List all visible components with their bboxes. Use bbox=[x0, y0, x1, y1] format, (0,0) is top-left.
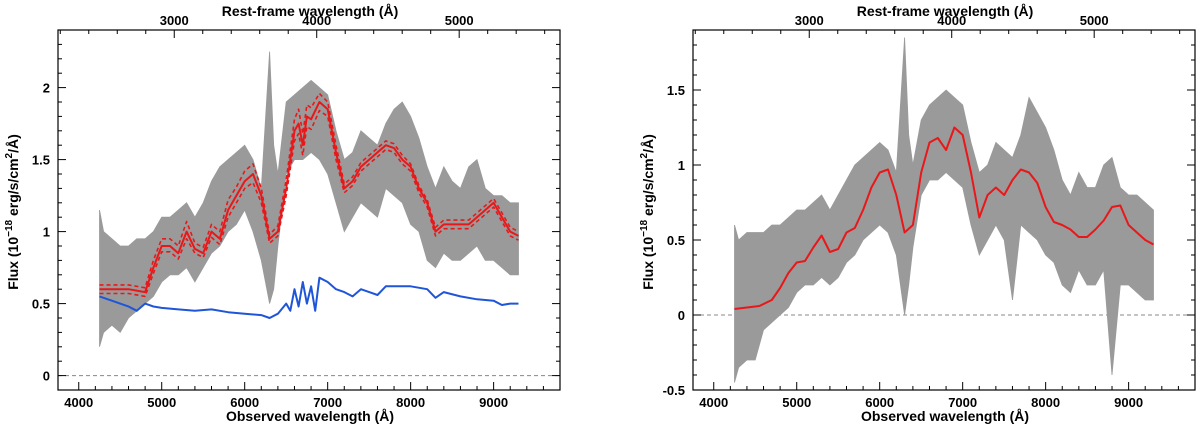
top-tick-label: 3000 bbox=[160, 13, 189, 28]
model-line bbox=[99, 101, 519, 294]
right-yaxis-label: Flux (10−18 erg/s/cm2/Å) bbox=[639, 134, 656, 290]
y-tick-label: 0.5 bbox=[32, 297, 50, 312]
model-dashed-lower-line bbox=[99, 109, 519, 298]
x-tick-label: 6000 bbox=[865, 395, 894, 410]
top-tick-label: 5000 bbox=[1080, 13, 1109, 28]
plot-area-0 bbox=[58, 51, 560, 377]
x-tick-label: 7000 bbox=[948, 395, 977, 410]
x-tick-label: 8000 bbox=[396, 395, 425, 410]
x-tick-label: 4000 bbox=[699, 395, 728, 410]
left-yaxis-label: Flux (10−18 erg/s/cm2/Å) bbox=[4, 134, 21, 290]
x-tick-label: 4000 bbox=[64, 395, 93, 410]
right-spectrum-panel: Rest-frame wavelength (Å) Observed wavel… bbox=[639, 3, 1196, 424]
component-line bbox=[99, 276, 519, 319]
y-tick-label: 1.5 bbox=[32, 153, 50, 168]
x-tick-label: 7000 bbox=[313, 395, 342, 410]
x-tick-label: 9000 bbox=[479, 395, 508, 410]
model-dashed-upper-line bbox=[99, 92, 519, 289]
right-top-xaxis-label: Rest-frame wavelength (Å) bbox=[857, 3, 1034, 19]
top-tick-label: 4000 bbox=[302, 13, 331, 28]
observed-spectrum-band bbox=[99, 51, 519, 347]
x-tick-label: 8000 bbox=[1031, 395, 1060, 410]
left-xaxis-label: Observed wavelength (Å) bbox=[226, 408, 394, 424]
y-tick-label: 1 bbox=[678, 158, 685, 173]
y-tick-label: 1 bbox=[43, 225, 50, 240]
observed-spectrum-band bbox=[734, 37, 1154, 383]
top-tick-label: 5000 bbox=[445, 13, 474, 28]
right-xaxis-label: Observed wavelength (Å) bbox=[861, 408, 1029, 424]
y-tick-label: 2 bbox=[43, 81, 50, 96]
plot-frame bbox=[57, 29, 561, 391]
y-tick-label: 0 bbox=[678, 308, 685, 323]
model-line bbox=[734, 126, 1154, 310]
y-tick-label: 0 bbox=[43, 369, 50, 384]
top-tick-label: 3000 bbox=[795, 13, 824, 28]
x-tick-label: 9000 bbox=[1114, 395, 1143, 410]
top-tick-label: 4000 bbox=[937, 13, 966, 28]
y-tick-label: -0.5 bbox=[663, 383, 685, 398]
left-spectrum-panel: Rest-frame wavelength (Å) Observed wavel… bbox=[4, 3, 561, 424]
y-tick-label: 0.5 bbox=[667, 233, 685, 248]
y-tick-label: 1.5 bbox=[667, 83, 685, 98]
x-tick-label: 5000 bbox=[147, 395, 176, 410]
x-tick-label: 6000 bbox=[230, 395, 259, 410]
plot-area-1 bbox=[693, 37, 1195, 383]
x-tick-label: 5000 bbox=[782, 395, 811, 410]
left-top-xaxis-label: Rest-frame wavelength (Å) bbox=[222, 3, 399, 19]
